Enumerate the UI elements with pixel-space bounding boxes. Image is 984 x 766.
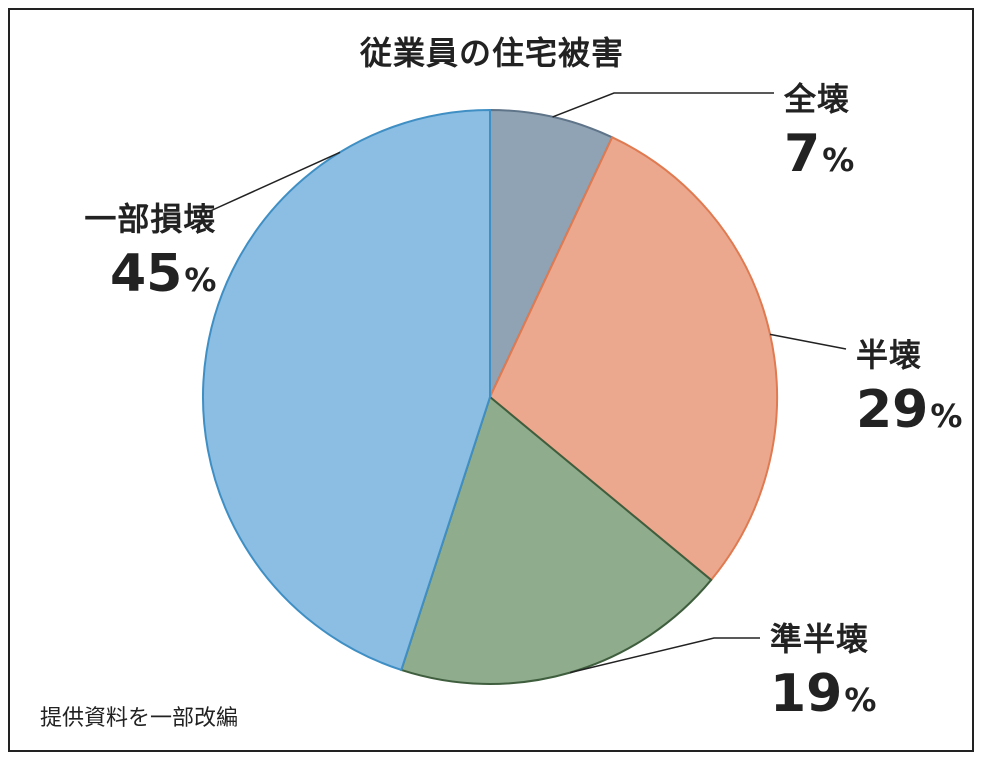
footnote: 提供資料を一部改編	[40, 706, 239, 731]
chart-title: 従業員の住宅被害	[359, 34, 624, 72]
pie-slice	[202, 108, 491, 672]
pie-slice	[400, 395, 713, 685]
slice-name: 半壊	[856, 336, 923, 374]
slice-percent: 19%	[770, 668, 876, 720]
slice-label-junhankai: 準半壊 19%	[770, 614, 876, 720]
slice-label-zenkai: 全壊 7%	[784, 74, 854, 180]
leader-line-ichibu-sonkai	[207, 151, 341, 213]
percent-unit: %	[184, 261, 217, 299]
slice-name: 一部損壊	[84, 200, 217, 238]
percent-unit: %	[930, 397, 963, 435]
leader-line-hankai	[769, 333, 847, 350]
slice-percent: 7%	[784, 128, 854, 180]
slice-name: 準半壊	[770, 620, 870, 658]
leader-line-junhankai	[569, 637, 760, 674]
slice-label-hankai: 半壊 29%	[856, 330, 962, 436]
slice-value: 45	[110, 244, 183, 304]
percent-unit: %	[844, 681, 877, 719]
slice-value: 7	[784, 124, 821, 184]
pie-slice	[489, 108, 614, 398]
slice-value: 29	[856, 380, 929, 440]
leader-line-zenkai	[552, 92, 774, 118]
slice-percent: 45%	[110, 248, 216, 300]
percent-unit: %	[822, 141, 855, 179]
slice-name: 全壊	[784, 80, 851, 118]
slice-value: 19	[770, 664, 843, 724]
slice-percent: 29%	[856, 384, 962, 436]
slice-label-ichibu-sonkai: 一部損壊 45%	[50, 194, 216, 300]
